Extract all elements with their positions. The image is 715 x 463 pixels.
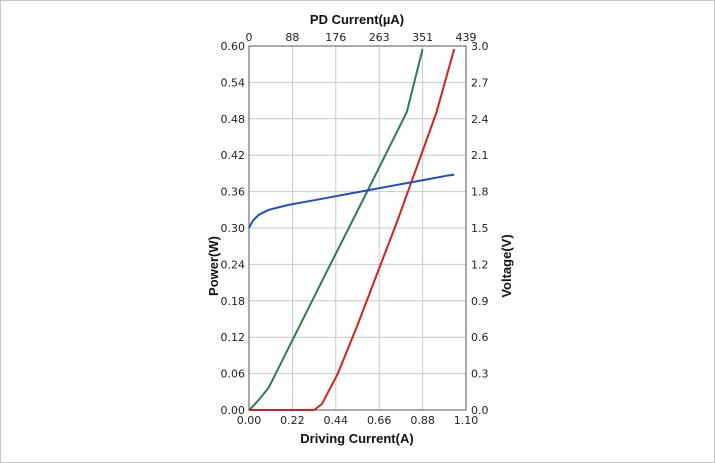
bottom-axis-ticks: 0.00 0.22 0.44 0.66 0.88 1.10 <box>237 414 479 427</box>
right-tick-label: 2.7 <box>471 76 489 89</box>
right-tick-label: 0.3 <box>471 368 489 381</box>
top-tick-label: 0 <box>246 31 253 44</box>
right-tick-label: 1.2 <box>471 258 489 271</box>
right-tick-label: 0.9 <box>471 295 489 308</box>
left-tick-label: 0.48 <box>221 113 246 126</box>
left-tick-label: 0.00 <box>221 404 246 417</box>
bottom-tick-label: 0.00 <box>237 414 262 427</box>
top-tick-label: 88 <box>285 31 299 44</box>
left-axis-title: Power(W) <box>206 236 221 296</box>
bottom-tick-label: 0.22 <box>280 414 305 427</box>
top-axis-ticks: 0 88 176 263 351 439 <box>246 31 477 44</box>
series-line-1 <box>248 48 424 411</box>
left-tick-label: 0.06 <box>221 368 246 381</box>
bottom-tick-label: 1.10 <box>454 414 479 427</box>
right-axis-title: Voltage(V) <box>499 234 514 297</box>
bottom-tick-label: 0.66 <box>367 414 392 427</box>
series-line-3 <box>248 173 455 229</box>
series-layer <box>248 48 456 411</box>
top-tick-label: 263 <box>369 31 390 44</box>
left-tick-label: 0.42 <box>221 149 246 162</box>
right-tick-label: 0.0 <box>471 404 489 417</box>
right-tick-label: 1.8 <box>471 186 489 199</box>
top-tick-label: 176 <box>325 31 346 44</box>
left-axis-ticks: 0.00 0.06 0.12 0.18 0.24 0.30 0.36 0.42 0.48 0.54… <box>221 40 246 417</box>
left-tick-label: 0.54 <box>221 76 246 89</box>
left-tick-label: 0.30 <box>221 222 246 235</box>
left-tick-label: 0.36 <box>221 186 246 199</box>
x-axis-title: Driving Current(A) <box>300 431 413 446</box>
left-tick-label: 0.24 <box>221 258 246 271</box>
right-tick-label: 1.5 <box>471 222 489 235</box>
bottom-tick-label: 0.44 <box>324 414 349 427</box>
right-tick-label: 0.6 <box>471 331 489 344</box>
left-tick-label: 0.18 <box>221 295 246 308</box>
top-tick-label: 439 <box>456 31 477 44</box>
left-tick-label: 0.12 <box>221 331 246 344</box>
bottom-tick-label: 0.88 <box>410 414 435 427</box>
left-tick-label: 0.60 <box>221 40 246 53</box>
series-line-2 <box>249 48 456 411</box>
right-tick-label: 2.1 <box>471 149 489 162</box>
right-tick-label: 2.4 <box>471 113 489 126</box>
top-axis-title: PD Current(µA) <box>310 12 404 27</box>
right-axis-ticks: 0.0 0.3 0.6 0.9 1.2 1.5 1.8 2.1 2.4 2.7 3.0 <box>471 40 489 417</box>
right-tick-label: 3.0 <box>471 40 489 53</box>
top-tick-label: 351 <box>412 31 433 44</box>
grid <box>249 46 466 410</box>
